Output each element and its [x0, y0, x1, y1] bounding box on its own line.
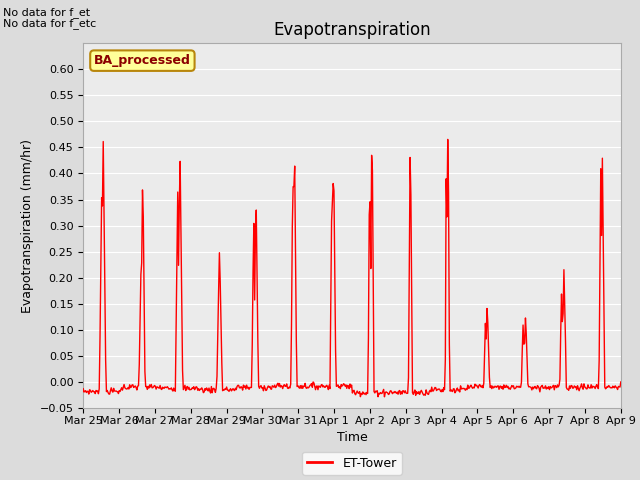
- X-axis label: Time: Time: [337, 431, 367, 444]
- Text: No data for f_et: No data for f_et: [3, 7, 90, 18]
- Title: Evapotranspiration: Evapotranspiration: [273, 21, 431, 39]
- Text: No data for f_etc: No data for f_etc: [3, 18, 97, 29]
- Y-axis label: Evapotranspiration (mm/hr): Evapotranspiration (mm/hr): [21, 139, 34, 312]
- Legend: ET-Tower: ET-Tower: [302, 452, 402, 475]
- Text: BA_processed: BA_processed: [94, 54, 191, 67]
